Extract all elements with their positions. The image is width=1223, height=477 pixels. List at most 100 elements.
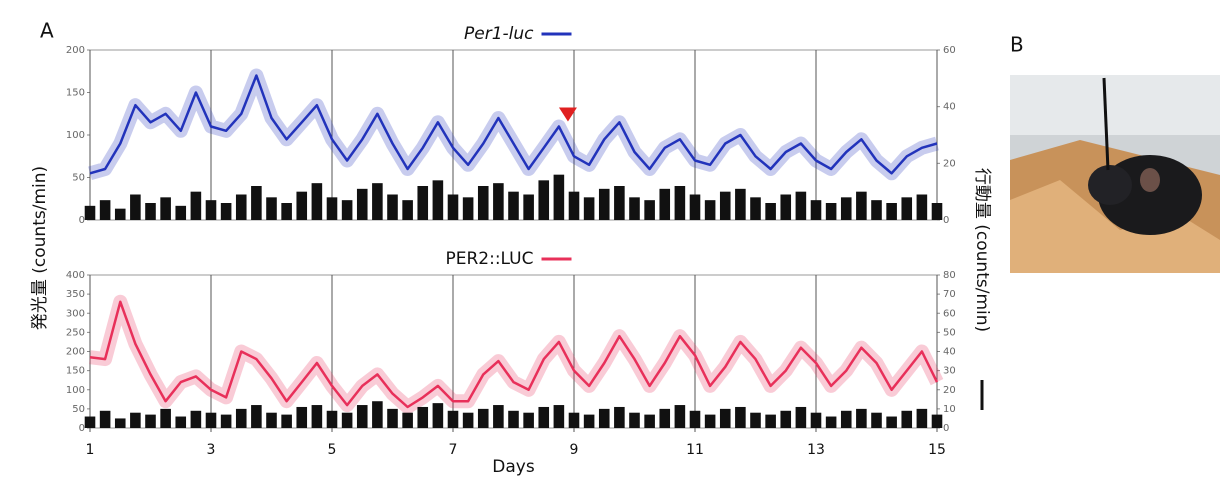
- y2-tick-label: 60: [943, 308, 956, 319]
- activity-bar: [447, 194, 459, 220]
- y2-tick-label: 30: [943, 366, 956, 377]
- activity-bar: [99, 200, 111, 220]
- activity-bar: [674, 405, 686, 428]
- activity-bar: [432, 180, 444, 220]
- activity-bar: [326, 197, 338, 220]
- activity-bar: [629, 412, 640, 428]
- activity-bar: [810, 200, 822, 220]
- activity-bar: [281, 414, 292, 428]
- activity-bar: [629, 197, 640, 220]
- activity-bar: [538, 406, 550, 428]
- signal-halo: [89, 294, 944, 414]
- activity-bar: [190, 191, 202, 220]
- y2-tick-label: 20: [943, 158, 956, 169]
- activity-bar: [432, 403, 444, 428]
- y2-tick-label: 20: [943, 385, 956, 396]
- y2-tick-label: 50: [943, 327, 956, 338]
- activity-bar: [251, 405, 262, 428]
- y-tick-label: 50: [72, 404, 85, 415]
- activity-bar: [644, 200, 655, 220]
- signal-halo: [88, 68, 939, 181]
- x-axis-label: Days: [492, 457, 535, 477]
- activity-bar: [235, 194, 247, 220]
- activity-bar: [477, 186, 489, 220]
- activity-bar: [765, 414, 776, 428]
- activity-bar: [735, 406, 746, 428]
- activity-bar: [901, 410, 913, 428]
- activity-bar: [583, 414, 595, 428]
- y-tick-label: 150: [66, 366, 85, 377]
- y-tick-label: 350: [66, 289, 85, 300]
- activity-bar: [689, 410, 701, 428]
- activity-bar: [402, 412, 413, 428]
- activity-bar: [266, 412, 277, 428]
- y2-tick-label: 0: [943, 423, 949, 434]
- activity-bar: [568, 412, 580, 428]
- y-tick-label: 250: [66, 327, 85, 338]
- activity-bar: [205, 200, 217, 220]
- arrowhead-marker: [558, 107, 577, 122]
- activity-bar: [235, 408, 247, 428]
- y2-tick-label: 0: [943, 215, 949, 226]
- x-tick-label: 3: [207, 442, 216, 458]
- y-tick-label: 0: [79, 423, 85, 434]
- activity-bar: [311, 183, 323, 220]
- activity-bar: [871, 412, 882, 428]
- activity-bar: [402, 200, 413, 220]
- x-tick-label: 7: [449, 442, 458, 458]
- activity-bar: [840, 197, 852, 220]
- activity-bar: [765, 203, 776, 220]
- x-tick-label: 13: [807, 442, 825, 458]
- panel-label: B: [1010, 33, 1024, 57]
- activity-bar: [220, 414, 232, 428]
- activity-bar: [825, 416, 837, 428]
- activity-bar: [825, 203, 837, 220]
- activity-bar: [372, 401, 383, 428]
- y-tick-label: 300: [66, 308, 85, 319]
- activity-bar: [886, 416, 897, 428]
- activity-bar: [372, 183, 383, 220]
- activity-bar: [508, 410, 519, 428]
- activity-bar: [387, 194, 398, 220]
- activity-bar: [780, 410, 792, 428]
- activity-bar: [931, 414, 943, 428]
- activity-bar: [916, 194, 928, 220]
- activity-bar: [674, 186, 686, 220]
- activity-bar: [341, 200, 353, 220]
- activity-bar: [704, 414, 716, 428]
- activity-bar: [916, 408, 928, 428]
- y2-tick-label: 60: [943, 45, 956, 56]
- y2-tick-label: 40: [943, 347, 956, 358]
- signal-line: [89, 74, 938, 175]
- activity-bar: [795, 191, 807, 220]
- y-tick-label: 400: [66, 270, 85, 281]
- activity-bar: [84, 416, 96, 428]
- activity-bar: [417, 406, 429, 428]
- x-tick-label: 11: [686, 442, 704, 458]
- legend-label: PER2::LUC: [445, 249, 533, 269]
- activity-bar: [553, 405, 565, 428]
- x-tick-label: 9: [570, 442, 579, 458]
- activity-bar: [553, 174, 565, 220]
- activity-bar: [659, 188, 671, 220]
- activity-bar: [160, 197, 171, 220]
- mouse-photo: [1010, 75, 1220, 273]
- activity-bar: [130, 412, 141, 428]
- activity-bar: [614, 406, 625, 428]
- y-tick-label: 0: [79, 215, 85, 226]
- activity-bar: [493, 183, 504, 220]
- activity-bar: [523, 194, 534, 220]
- activity-bar: [145, 203, 156, 220]
- activity-bar: [568, 191, 580, 220]
- activity-bar: [508, 191, 519, 220]
- activity-bar: [175, 416, 187, 428]
- y2-tick-label: 70: [943, 289, 956, 300]
- activity-bar: [750, 412, 761, 428]
- activity-bar: [175, 205, 187, 220]
- panel-label: A: [40, 19, 54, 43]
- activity-bar: [281, 203, 292, 220]
- y-tick-label: 100: [66, 130, 85, 141]
- activity-bar: [341, 412, 353, 428]
- y-tick-label: 200: [66, 45, 85, 56]
- activity-bar: [493, 405, 504, 428]
